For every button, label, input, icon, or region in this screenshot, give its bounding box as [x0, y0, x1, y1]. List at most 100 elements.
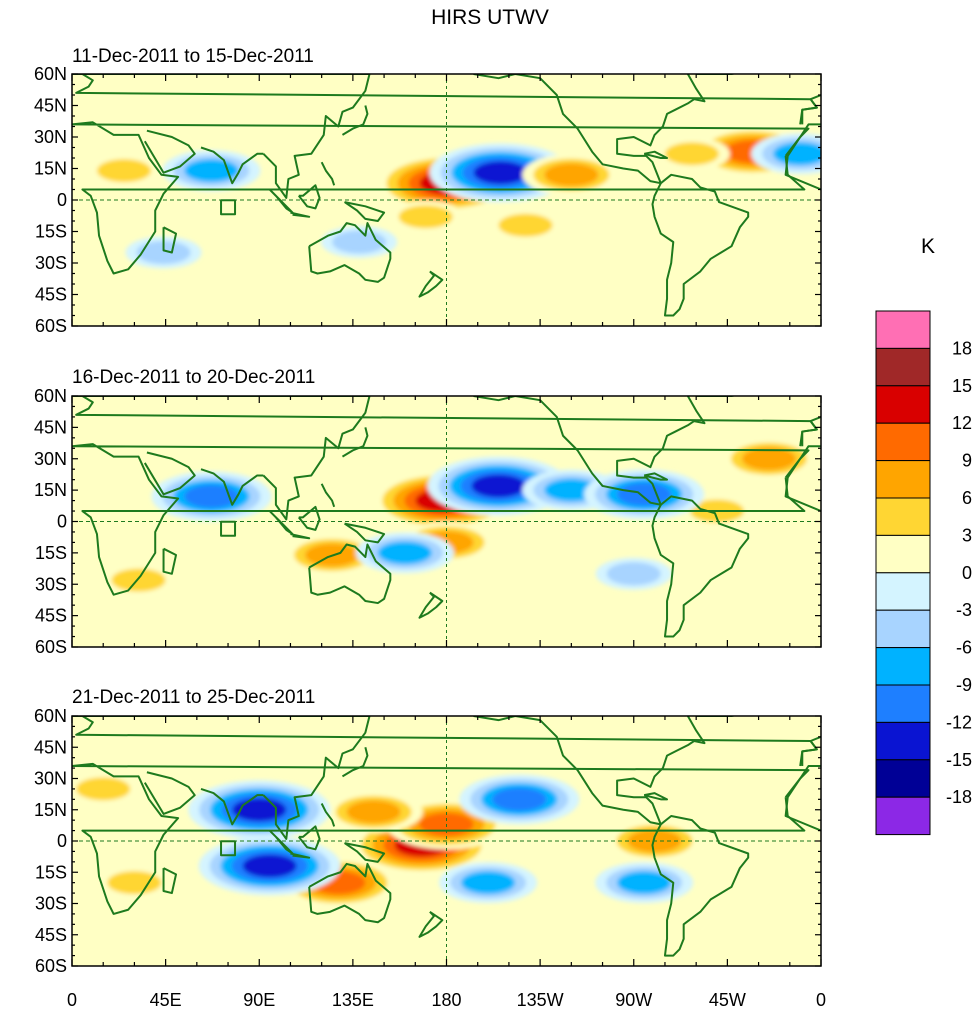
- anomaly-contour: [665, 142, 720, 166]
- colorbar-swatch: [875, 759, 931, 798]
- map-panel-2: 16-Dec-2011 to 20-Dec-2011 60N 45N 30N 1…: [34, 367, 822, 657]
- lat-label: 60S: [35, 637, 67, 657]
- coastline-madagascar: [162, 226, 178, 254]
- coastline-newzealand: [418, 591, 444, 619]
- colorbar-label: 18: [952, 338, 972, 358]
- lat-label: 30S: [35, 574, 67, 594]
- coastline-madagascar: [162, 547, 178, 575]
- lat-label: 15S: [35, 862, 67, 882]
- lat-label: 45S: [35, 606, 67, 626]
- colorbar-swatch: [875, 796, 931, 836]
- anomaly-contour: [617, 871, 672, 895]
- anomaly-contour: [498, 213, 553, 237]
- coastline-north-america: [473, 396, 706, 506]
- coastline-iberia-west: [801, 735, 821, 766]
- lat-label: 60N: [34, 64, 67, 84]
- map-panel-1: 11-Dec-2011 to 15-Dec-2011 60N 45N 30N 1…: [34, 46, 822, 336]
- coastline-java: [290, 211, 311, 218]
- coastline-iberia-west: [801, 94, 821, 125]
- lat-label: 0: [57, 831, 67, 851]
- lon-label: 45E: [150, 990, 182, 1010]
- coastline-newguinea: [343, 842, 386, 863]
- lat-label: 60S: [35, 316, 67, 336]
- coastline-australia: [308, 222, 392, 283]
- colorbar-unit: K: [921, 235, 935, 258]
- panel-title-2: 16-Dec-2011 to 20-Dec-2011: [72, 367, 315, 388]
- reference-lines-2: [72, 396, 821, 647]
- coastline-africa: [72, 443, 810, 596]
- anomaly-contour: [617, 482, 672, 506]
- longitude-labels: 0 45E 90E 135E 180 135W 90W 45W 0: [67, 990, 826, 1010]
- colorbar-label: 6: [962, 488, 972, 508]
- lat-label: 15N: [34, 480, 67, 500]
- colorbar-label: -18: [946, 787, 972, 807]
- colorbar-label: 15: [952, 376, 972, 396]
- anomaly-contour: [76, 777, 131, 801]
- lat-label: 30N: [34, 449, 67, 469]
- lat-label: 30N: [34, 769, 67, 789]
- anomaly-contour: [544, 163, 599, 187]
- colorbar-label: 12: [952, 413, 972, 433]
- anomaly-contour: [741, 447, 796, 471]
- coastline-south-america: [651, 815, 750, 957]
- lat-label: 45N: [34, 96, 67, 116]
- coastline-south-america: [651, 173, 750, 317]
- colorbar-swatch: [875, 310, 931, 349]
- colorbar-label: -12: [946, 712, 972, 732]
- colorbar-swatch: [875, 647, 931, 686]
- anomaly-contour: [473, 161, 528, 185]
- lat-label: 60N: [34, 706, 67, 726]
- lat-label: 0: [57, 512, 67, 532]
- coastline-newzealand: [418, 270, 444, 298]
- coastline-newzealand: [418, 911, 444, 938]
- lon-label: 135E: [332, 990, 374, 1010]
- tick-marks-3: [71, 715, 822, 967]
- coastline-japan: [341, 747, 369, 778]
- coastline-south-america: [651, 495, 750, 638]
- anomaly-contour: [107, 871, 162, 895]
- lon-label: 90W: [615, 990, 652, 1010]
- coastlines-1: [72, 74, 821, 317]
- lon-label: 135W: [517, 990, 564, 1010]
- coastline-cuba: [643, 150, 669, 159]
- lat-label: 15N: [34, 159, 67, 179]
- coastline-borneo: [297, 184, 321, 210]
- lat-label: 60N: [34, 386, 67, 406]
- coastline-sumatra: [268, 829, 294, 855]
- latitude-labels-1: 60N 45N 30N 15N 0 15S 30S 45S 60S: [34, 64, 67, 336]
- coastline-cuba: [643, 792, 669, 801]
- lon-label: 90E: [243, 990, 275, 1010]
- coastline-japan: [341, 427, 369, 458]
- colorbar-swatch: [875, 460, 931, 499]
- coastline-north-america: [473, 74, 706, 185]
- coastline-australia: [308, 543, 392, 605]
- lon-label: 0: [67, 990, 77, 1010]
- panel-title-1: 11-Dec-2011 to 15-Dec-2011: [72, 46, 314, 67]
- colorbar: K 18 15 12 9 6 3 0 -3 -6 -9 -12 -15 -18: [875, 235, 972, 836]
- anomaly-contour: [97, 159, 152, 183]
- coastline-philippines: [320, 161, 336, 186]
- colorbar-label: -3: [956, 600, 972, 620]
- coastline-borneo: [297, 505, 321, 531]
- colorbar-label: -15: [946, 750, 972, 770]
- colorbar-label: 0: [962, 563, 972, 583]
- tick-marks-1: [71, 73, 822, 327]
- anomaly-contour: [377, 541, 432, 565]
- lat-label: 45N: [34, 737, 67, 757]
- lat-label: 15N: [34, 800, 67, 820]
- coastlines-2: [72, 396, 821, 638]
- lat-label: 15S: [35, 543, 67, 563]
- latitude-labels-2: 60N 45N 30N 15N 0 15S 30S 45S 60S: [34, 386, 67, 657]
- coastline-india: [200, 787, 264, 826]
- coastline-java: [290, 533, 311, 540]
- latitude-labels-3: 60N 45N 30N 15N 0 15S 30S 45S 60S: [34, 706, 67, 976]
- coastline-africa: [72, 121, 810, 275]
- coastline-asia-se: [262, 716, 371, 840]
- lat-label: 30S: [35, 894, 67, 914]
- coastline-java: [290, 852, 311, 859]
- lat-label: 60S: [35, 956, 67, 976]
- colorbar-label: 9: [962, 451, 972, 471]
- colorbar-swatch: [875, 572, 931, 611]
- anomaly-contour: [461, 871, 516, 895]
